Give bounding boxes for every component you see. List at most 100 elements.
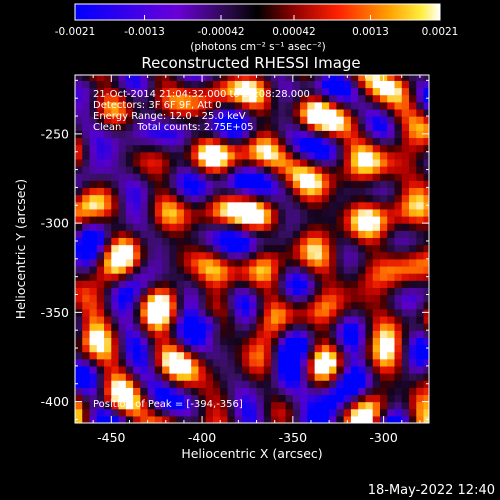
heatmap-cell [379, 137, 388, 146]
heatmap-cell [307, 330, 316, 338]
heatmap-cell [205, 251, 214, 260]
heatmap-cell [227, 223, 236, 231]
heatmap-cell [372, 415, 381, 423]
heatmap-cell [111, 323, 120, 331]
heatmap-cell [104, 101, 112, 110]
heatmap-cell [125, 144, 134, 153]
heatmap-cell [154, 358, 163, 367]
heatmap-cell [82, 158, 91, 167]
heatmap-cell [154, 87, 163, 96]
heatmap-cell [176, 337, 185, 346]
heatmap-cell [401, 144, 410, 153]
heatmap-cell [285, 280, 294, 288]
heatmap-cell [423, 173, 429, 181]
heatmap-cell [140, 123, 149, 131]
heatmap-cell [169, 201, 178, 210]
heatmap-cell [314, 351, 323, 360]
heatmap-cell [96, 351, 105, 360]
heatmap-cell [285, 87, 294, 96]
heatmap-cell [278, 315, 287, 324]
heatmap-cell [314, 415, 323, 423]
heatmap-cell [314, 80, 323, 89]
heatmap-cell [118, 80, 127, 89]
heatmap-cell [140, 344, 149, 353]
heatmap-cell [256, 258, 265, 267]
heatmap-cell [75, 230, 83, 238]
heatmap-cell [220, 294, 229, 303]
heatmap-cell [154, 244, 163, 253]
heatmap-cell [249, 251, 258, 260]
heatmap-cell [271, 130, 279, 139]
heatmap-cell [104, 123, 112, 131]
heatmap-cell [82, 308, 91, 317]
heatmap-cell [205, 180, 214, 189]
heatmap-cell [336, 308, 345, 317]
heatmap-cell [278, 108, 287, 117]
heatmap-cell [183, 273, 192, 281]
heatmap-cell [205, 237, 214, 246]
heatmap-cell [394, 75, 403, 81]
heatmap-cell [212, 101, 221, 110]
heatmap-cell [140, 301, 149, 310]
heatmap-cell [365, 75, 374, 81]
heatmap-cell [118, 144, 127, 153]
heatmap-cell [278, 294, 287, 303]
heatmap-cell [183, 87, 192, 96]
heatmap-cell [256, 166, 265, 174]
heatmap-cell [96, 244, 105, 253]
heatmap-cell [387, 344, 396, 353]
heatmap-cell [423, 75, 429, 81]
heatmap-cell [140, 180, 149, 189]
heatmap-cell [358, 94, 367, 103]
heatmap-cell [300, 173, 308, 181]
heatmap-cell [401, 137, 410, 146]
heatmap-cell [343, 87, 352, 96]
heatmap-cell [140, 351, 149, 360]
heatmap-cell [343, 180, 352, 189]
heatmap-cell [285, 237, 294, 246]
heatmap-cell [387, 144, 396, 153]
heatmap-cell [169, 258, 178, 267]
heatmap-cell [169, 344, 178, 353]
heatmap-cell [409, 130, 417, 139]
heatmap-cell [212, 323, 221, 331]
heatmap-cell [372, 80, 381, 89]
heatmap-cell [409, 351, 417, 360]
heatmap-cell [242, 358, 250, 367]
heatmap-cell [307, 108, 316, 117]
heatmap-cell [387, 215, 396, 224]
heatmap-cell [234, 358, 243, 367]
heatmap-cell [358, 116, 367, 124]
heatmap-cell [343, 287, 352, 296]
heatmap-cell [256, 123, 265, 131]
heatmap-cell [249, 230, 258, 238]
heatmap-cell [212, 194, 221, 203]
heatmap-cell [234, 387, 243, 396]
heatmap-cell [183, 173, 192, 181]
heatmap-cell [365, 258, 374, 267]
heatmap-cell [423, 101, 429, 110]
heatmap-cell [358, 137, 367, 146]
heatmap-cell [75, 380, 83, 388]
heatmap-cell [365, 280, 374, 288]
heatmap-cell [162, 301, 170, 310]
heatmap-cell [336, 330, 345, 338]
heatmap-cell [401, 237, 410, 246]
heatmap-cell [416, 280, 425, 288]
heatmap-cell [75, 294, 83, 303]
heatmap-cell [249, 351, 258, 360]
heatmap-cell [169, 208, 178, 217]
heatmap-cell [154, 394, 163, 403]
heatmap-cell [133, 394, 141, 403]
heatmap-cell [379, 358, 388, 367]
heatmap-cell [249, 387, 258, 396]
heatmap-cell [198, 130, 207, 139]
heatmap-cell [401, 387, 410, 396]
heatmap-cell [125, 337, 134, 346]
colorbar: -0.0021 -0.0013 -0.00042 0.00042 0.0013 0.002… [55, 3, 458, 53]
heatmap-cell [300, 201, 308, 210]
heatmap-cell [350, 123, 359, 131]
heatmap-cell [205, 151, 214, 160]
heatmap-cell [271, 373, 279, 381]
heatmap-cell [249, 223, 258, 231]
